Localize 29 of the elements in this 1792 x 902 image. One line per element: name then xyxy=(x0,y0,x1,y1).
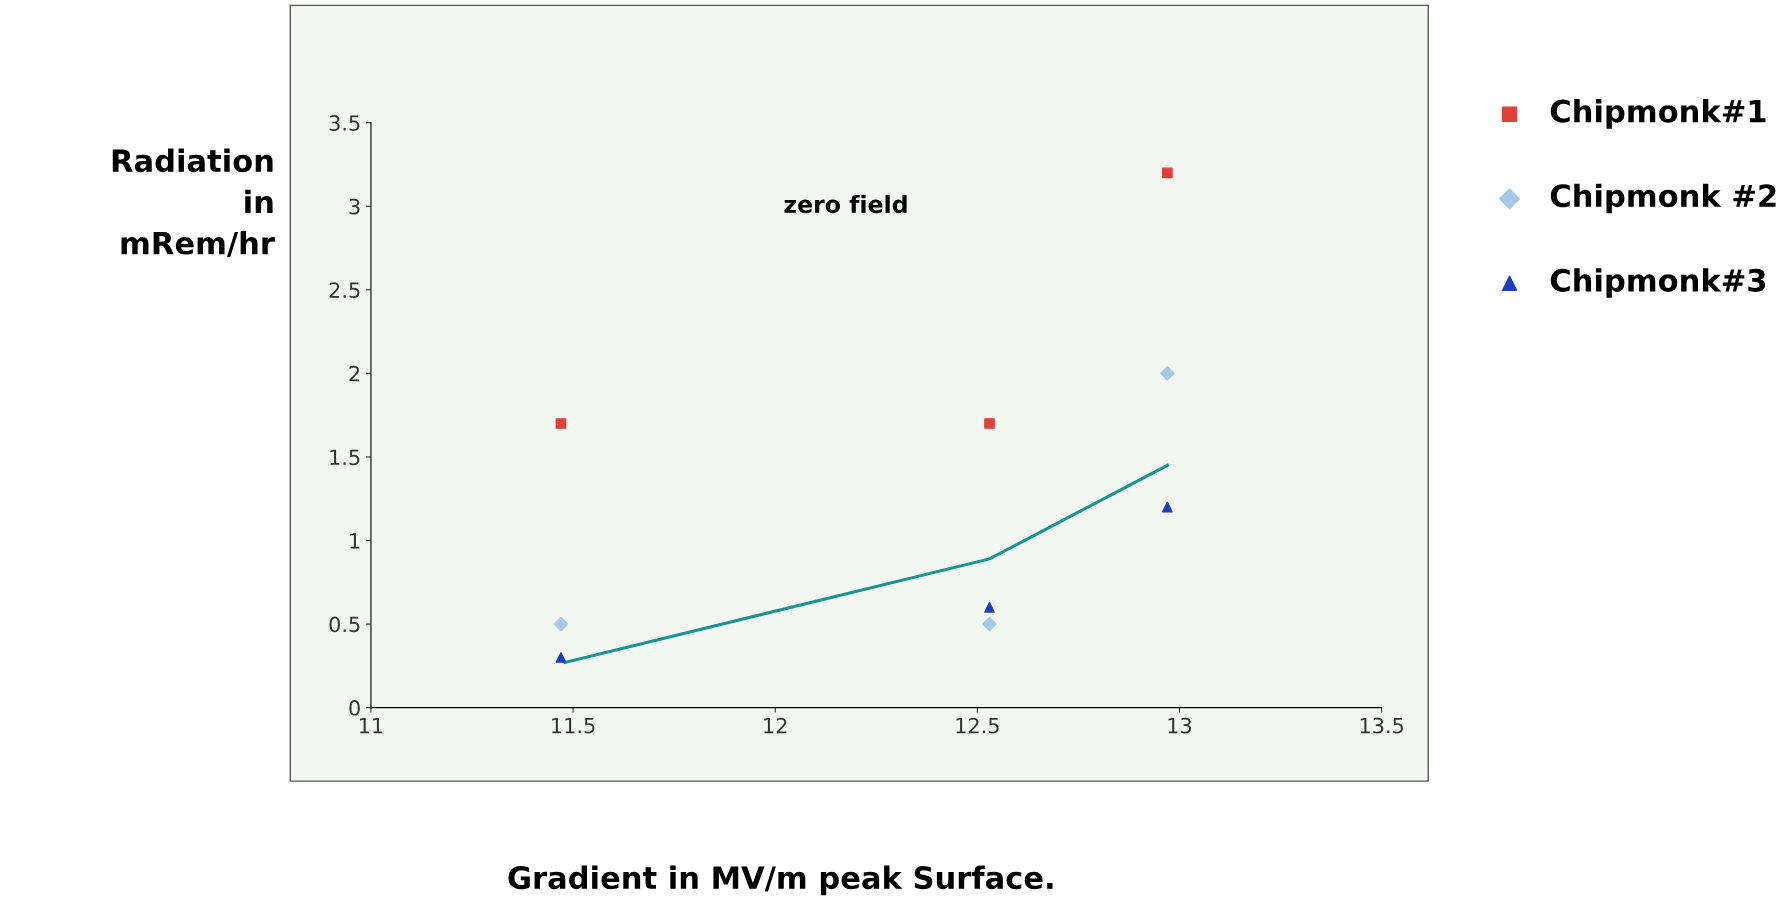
x-tick-label: 12.5 xyxy=(956,717,999,734)
legend-label: Chipmonk#1 xyxy=(1550,99,1766,129)
y-tick-label: 1 xyxy=(350,533,360,549)
x-tick-label: 13.5 xyxy=(1360,717,1404,734)
y-tick-label: 2 xyxy=(349,365,360,382)
y-tick-label: 0 xyxy=(349,700,360,716)
x-tick-label: 13 xyxy=(1168,717,1192,734)
y-tick-label: 2.5 xyxy=(329,282,360,299)
y-axis-title: Radiation in mRem/hr xyxy=(112,148,275,258)
x-axis-title: Gradient in MV/m peak Surface. xyxy=(508,865,1053,896)
y-tick-label: 3.5 xyxy=(329,115,360,131)
y-tick-label: 1.5 xyxy=(330,449,360,466)
x-tick-label: 11 xyxy=(359,717,383,734)
legend-label: Chipmonk#3 xyxy=(1550,268,1766,298)
point xyxy=(984,601,995,613)
legend-label: Chipmonk #2 xyxy=(1550,183,1776,214)
point xyxy=(982,616,997,632)
point xyxy=(984,418,995,429)
point xyxy=(1162,501,1173,513)
point xyxy=(1162,167,1173,179)
x-tick-label: 11.5 xyxy=(552,717,595,734)
point xyxy=(553,616,569,632)
y-tick-label: 0.5 xyxy=(329,616,360,633)
x-tick-label: 12 xyxy=(764,717,787,734)
point xyxy=(1160,366,1175,381)
annotation: zero field xyxy=(784,194,907,214)
point xyxy=(555,418,567,429)
point xyxy=(555,652,567,663)
y-tick-label: 3 xyxy=(349,198,360,215)
